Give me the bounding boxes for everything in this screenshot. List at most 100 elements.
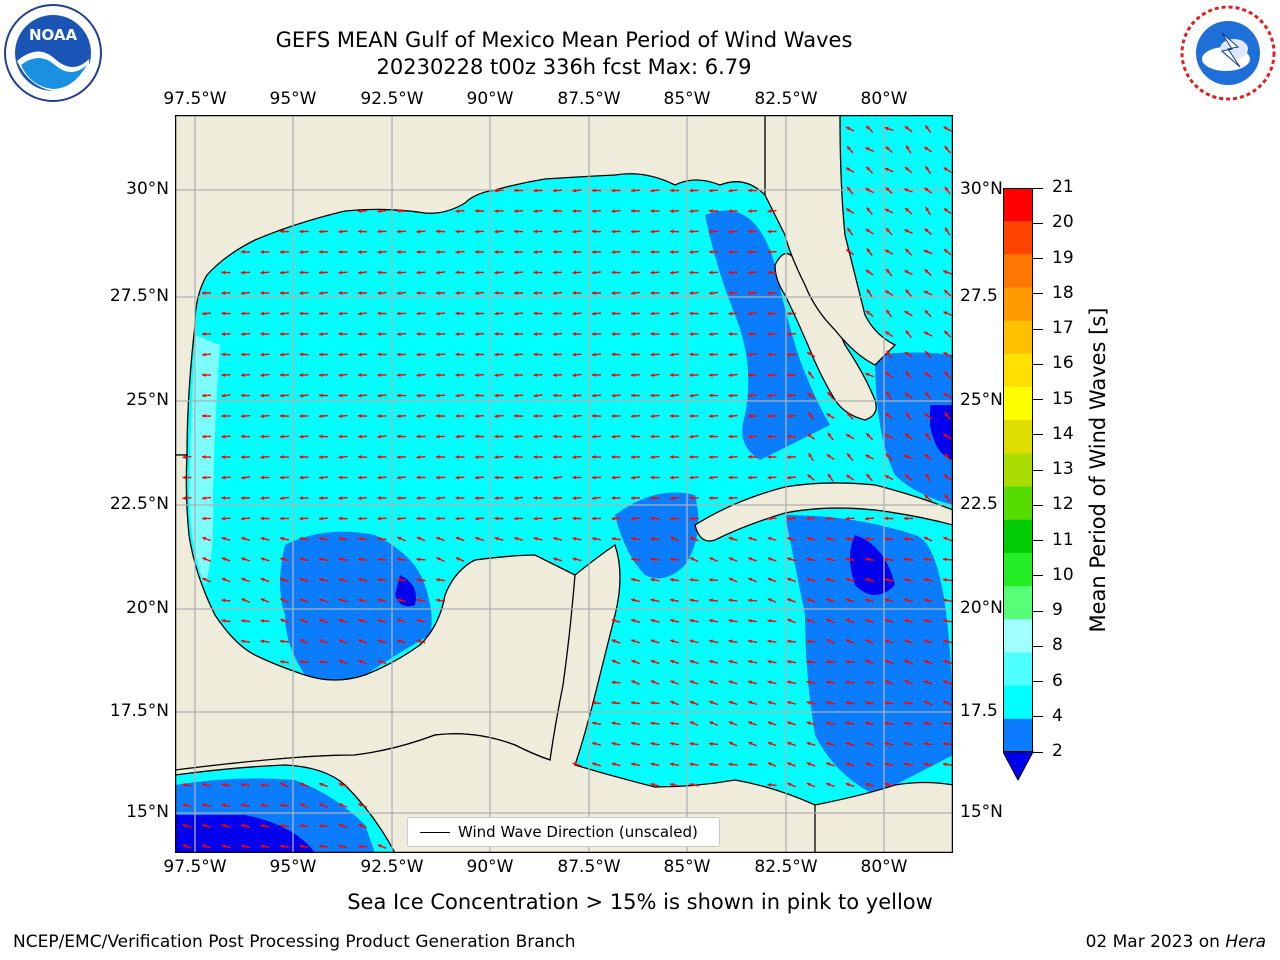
wave-arrow [572, 536, 582, 541]
wave-arrow [884, 741, 894, 746]
wave-arrow [416, 332, 426, 336]
wave-arrow [650, 598, 660, 603]
wave-arrow [357, 291, 368, 295]
colorbar-tick-label: 14 [1052, 423, 1074, 444]
wave-arrow [611, 414, 621, 418]
wave-arrow [319, 803, 328, 808]
wave-arrow [630, 332, 641, 337]
date-text: 02 Mar 2023 on [1085, 932, 1226, 952]
wave-arrow [240, 475, 251, 480]
wave-arrow [552, 496, 563, 500]
wave-arrow [826, 782, 835, 788]
wave-arrow [885, 350, 893, 359]
wave-arrow [494, 352, 504, 357]
wave-arrow [357, 475, 368, 480]
wave-arrow [338, 639, 348, 644]
wave-arrow [591, 475, 602, 480]
wave-arrow [865, 454, 874, 460]
wave-arrow [942, 577, 953, 582]
wave-arrow [864, 680, 875, 685]
wave-arrow [591, 209, 602, 213]
wave-arrow [611, 270, 621, 275]
wave-arrow [650, 393, 660, 398]
wave-arrow [299, 311, 309, 316]
wave-arrow [357, 516, 368, 521]
wave-arrow [494, 291, 504, 295]
wave-arrow [650, 782, 660, 787]
wave-arrow [925, 206, 931, 216]
wave-arrow [669, 393, 680, 398]
colorbar-segment [1003, 652, 1033, 687]
wave-arrow [591, 434, 602, 439]
wave-arrow [591, 373, 602, 377]
wave-arrow [240, 782, 251, 787]
wave-arrow [884, 700, 894, 705]
wave-arrow [338, 782, 348, 788]
wave-arrow [319, 639, 328, 644]
wave-arrow [767, 618, 777, 623]
wave-arrow [377, 434, 387, 439]
wave-arrow [611, 496, 621, 500]
wave-arrow [786, 639, 797, 644]
wave-arrow [689, 188, 699, 193]
wave-arrow [435, 577, 446, 582]
wave-arrow [767, 577, 777, 583]
wave-arrow [845, 207, 855, 215]
wave-arrow [455, 475, 465, 480]
wave-arrow [494, 455, 504, 459]
wave-arrow [611, 209, 621, 214]
wave-arrow [767, 455, 777, 459]
wave-arrow [299, 516, 309, 521]
wave-arrow [572, 434, 582, 439]
wave-arrow [865, 639, 874, 644]
wave-arrow [279, 516, 290, 521]
wave-arrow [221, 557, 231, 562]
wave-arrow [201, 455, 212, 459]
wave-arrow [377, 332, 387, 336]
wave-arrow [767, 229, 777, 234]
wave-arrow [650, 229, 660, 234]
graticule [175, 115, 953, 853]
wave-arrow [474, 229, 485, 234]
wave-arrow [865, 187, 874, 194]
wave-arrow [708, 270, 719, 275]
wave-arrow [827, 391, 834, 400]
wave-arrow [202, 557, 211, 562]
wave-arrow [689, 720, 699, 727]
wave-arrow [455, 229, 465, 234]
wave-arrow [767, 516, 777, 521]
wave-arrow [396, 598, 407, 603]
lon-label-top: 90°W [466, 89, 514, 109]
wave-arrow [396, 414, 407, 418]
wave-arrow [513, 311, 524, 316]
wave-arrow [377, 270, 387, 275]
wave-arrow [826, 639, 835, 644]
wave-arrow [396, 332, 407, 337]
wave-arrow [494, 414, 504, 419]
wave-arrow [552, 414, 563, 418]
wave-arrow [357, 577, 368, 582]
wave-arrow [631, 352, 640, 357]
wave-arrow [533, 270, 543, 275]
colorbar-tick-mark [1033, 328, 1043, 330]
wave-arrow [260, 803, 270, 808]
wave-arrow [611, 618, 621, 624]
wave-arrow [455, 352, 465, 357]
wave-arrow [455, 270, 465, 275]
wave-arrow [416, 291, 426, 295]
wave-arrow [650, 762, 660, 767]
wave-arrow [708, 434, 719, 439]
wave-arrow [650, 311, 660, 316]
wave-arrow [826, 413, 835, 419]
wave-arrow [494, 393, 504, 398]
wave-arrow [377, 455, 387, 459]
wave-arrow [591, 311, 602, 316]
wave-arrow [689, 209, 699, 214]
wave-arrow [786, 700, 797, 705]
wave-arrow [572, 229, 582, 234]
wave-arrow [630, 577, 641, 582]
wave-arrow [494, 516, 504, 521]
wave-arrow [338, 270, 348, 275]
wave-arrow [221, 536, 231, 542]
wave-arrow [377, 475, 387, 480]
